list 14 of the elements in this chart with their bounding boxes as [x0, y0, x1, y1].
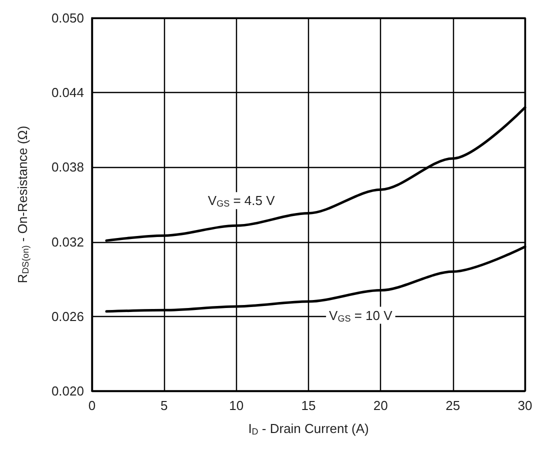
- y-tick-label: 0.020: [51, 384, 84, 398]
- y-tick-label: 0.038: [51, 160, 84, 175]
- y-axis-title: RDS(on) - On-Resistance (Ω): [15, 126, 30, 284]
- x-tick-label: 0: [88, 398, 96, 413]
- y-tick-label: 0.050: [51, 10, 84, 26]
- x-tick-label: 10: [229, 398, 244, 413]
- x-tick-label: 5: [160, 398, 168, 413]
- y-tick-label: 0.026: [51, 308, 84, 324]
- y-tick-label: 0.044: [51, 85, 84, 100]
- x-tick-label: 25: [446, 398, 460, 413]
- x-tick-label: 15: [301, 398, 316, 413]
- x-tick-label: 20: [373, 398, 388, 413]
- x-tick-label: 30: [518, 398, 532, 413]
- y-tick-label: 0.032: [51, 234, 84, 250]
